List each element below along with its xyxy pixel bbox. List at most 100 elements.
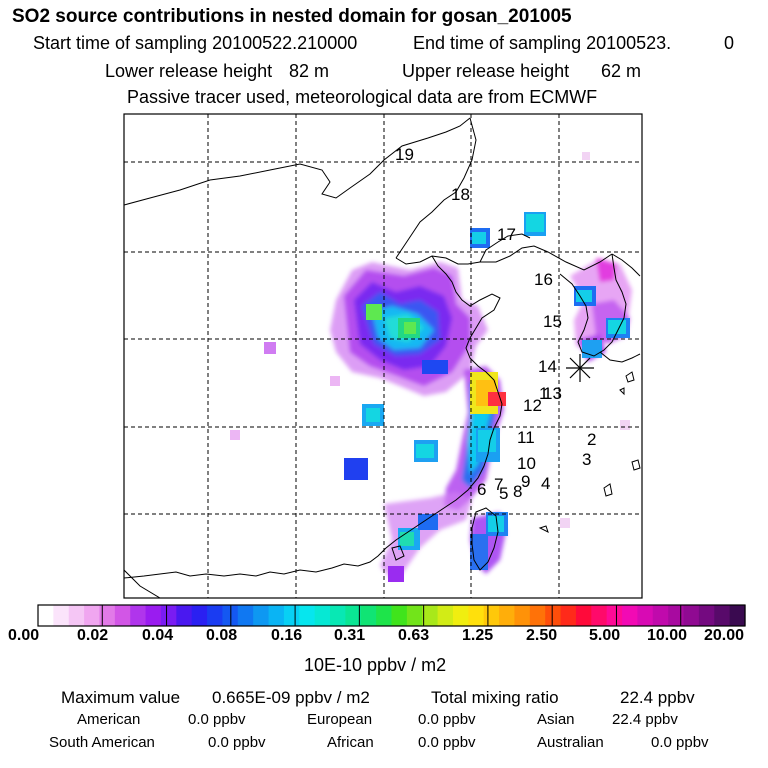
region-label: 17 (497, 225, 516, 244)
colorbar-swatch (652, 605, 669, 626)
region-label: 14 (538, 357, 557, 376)
region-label: 2 (587, 430, 596, 449)
page-title: SO2 source contributions in nested domai… (12, 6, 572, 27)
region-label: 1 (539, 384, 548, 403)
max-value-label: Maximum value (61, 688, 181, 707)
end-time-value: 0 (724, 33, 735, 53)
colorbar-swatch (729, 605, 746, 626)
colorbar-swatch (529, 605, 546, 626)
colorbar-swatch (330, 605, 346, 626)
colorbar-swatch (499, 605, 516, 626)
colorbar-swatch (376, 605, 393, 626)
region-label: 10 (517, 454, 536, 473)
colorbar-swatch (53, 605, 70, 626)
colorbar-label: 0.02 (77, 627, 109, 644)
colorbar-label: 10.00 (647, 627, 688, 644)
asian-value: 22.4 ppbv (612, 711, 678, 728)
total-mixing-label: Total mixing ratio (431, 688, 559, 707)
region-labels: 1 2 3 4 5 6 7 8 9 10 11 12 13 14 15 16 1… (395, 145, 596, 503)
colorbar-swatch (38, 605, 54, 626)
european-value: 0.0 ppbv (418, 711, 476, 728)
colorbar-swatch (637, 605, 654, 626)
colorbar-swatch (575, 605, 592, 626)
colorbar-swatch (253, 605, 270, 626)
colorbar-label: 0.63 (398, 627, 430, 644)
plot-frame (123, 113, 643, 599)
lower-release-label: Lower release height (105, 61, 273, 81)
region-label: 6 (477, 480, 486, 499)
upper-release-label: Upper release height (402, 61, 570, 81)
region-label: 8 (513, 482, 522, 501)
region-label: 18 (451, 185, 470, 204)
max-value: 0.665E-09 ppbv / m2 (212, 688, 370, 707)
region-label: 16 (534, 270, 553, 289)
end-time-label: End time of sampling 20100523. (413, 33, 672, 53)
region-label: 5 (499, 484, 508, 503)
total-mixing-value: 22.4 ppbv (620, 688, 695, 707)
colorbar-swatch (268, 605, 285, 626)
colorbar-swatch (683, 605, 700, 626)
colorbar-swatch (283, 605, 300, 626)
colorbar-swatch (345, 605, 362, 626)
colorbar-swatch (406, 605, 423, 626)
colorbar-label: 0.04 (142, 627, 174, 644)
colorbar-swatch (207, 605, 224, 626)
colorbar-label: 1.25 (462, 627, 494, 644)
asian-label: Asian (537, 711, 575, 728)
plume-layer (230, 152, 632, 582)
region-label: 3 (582, 450, 591, 469)
colorbar-label: 0.08 (206, 627, 238, 644)
colorbar-frame (37, 604, 746, 627)
region-label: 9 (521, 472, 530, 491)
colorbar-unit: 10E-10 ppbv / m2 (304, 655, 447, 675)
colorbar-swatch (145, 605, 162, 626)
colorbar-label: 5.00 (589, 627, 621, 644)
start-time-label: Start time of sampling 20100522.210000 (33, 33, 358, 53)
colorbar-swatch (237, 605, 254, 626)
colorbar-swatch (99, 605, 116, 626)
colorbar-swatch (452, 605, 469, 626)
upper-release-value: 62 m (601, 61, 642, 81)
colorbar-swatch (130, 605, 147, 626)
coastline-layer (124, 117, 641, 598)
region-label: 12 (523, 396, 542, 415)
australian-label: Australian (537, 734, 604, 751)
colorbar-swatch (299, 605, 316, 626)
colorbar-swatch (176, 605, 193, 626)
american-value: 0.0 ppbv (188, 711, 246, 728)
region-label: 7 (494, 475, 503, 494)
colorbar-swatch (622, 605, 639, 626)
african-label: African (327, 734, 374, 751)
colorbar-swatch (437, 605, 454, 626)
colorbar (37, 604, 746, 627)
colorbar-swatch (191, 605, 208, 626)
colorbar-label: 0.16 (271, 627, 303, 644)
colorbar-swatch (606, 605, 623, 626)
african-value: 0.0 ppbv (418, 734, 476, 751)
asterisk-marker (566, 354, 594, 382)
colorbar-swatch (84, 605, 101, 626)
colorbar-swatch (160, 605, 177, 626)
region-label: 15 (543, 312, 562, 331)
colorbar-swatch (391, 605, 408, 626)
colorbar-swatch (483, 605, 500, 626)
region-label: 11 (517, 428, 535, 447)
colorbar-swatch (360, 605, 377, 626)
south-american-value: 0.0 ppbv (208, 734, 266, 751)
region-label: 13 (543, 384, 562, 403)
colorbar-swatch (698, 605, 715, 626)
colorbar-swatch (314, 605, 331, 626)
colorbar-swatch (468, 605, 485, 626)
australian-value: 0.0 ppbv (651, 734, 709, 751)
american-label: American (77, 711, 141, 728)
lower-release-value: 82 m (289, 61, 330, 81)
colorbar-swatch (668, 605, 685, 626)
south-american-label: South American (49, 734, 155, 751)
colorbar-label: 20.00 (704, 627, 745, 644)
tracer-note: Passive tracer used, meteorological data… (127, 87, 598, 107)
colorbar-swatch (560, 605, 577, 626)
colorbar-swatch (545, 605, 562, 626)
colorbar-swatch (591, 605, 608, 626)
european-label: European (307, 711, 373, 728)
